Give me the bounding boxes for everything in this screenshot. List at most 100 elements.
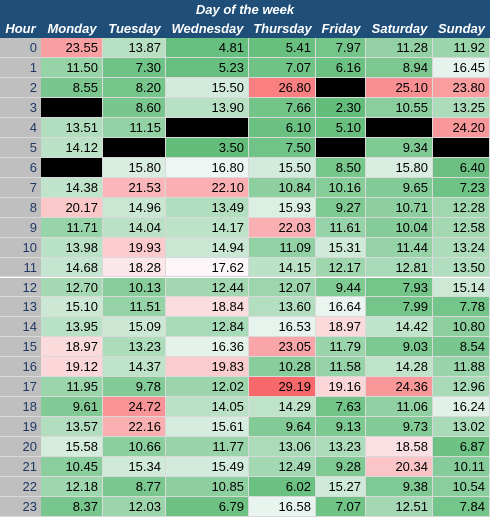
missing-cell: [166, 117, 249, 138]
value-cell: 10.66: [103, 437, 166, 458]
value-cell: 23.05: [249, 337, 316, 358]
hour-label: 17: [0, 377, 41, 398]
value-cell: 6.40: [433, 157, 490, 178]
hour-label: 22: [0, 477, 41, 498]
value-cell: 29.19: [249, 377, 316, 398]
value-cell: 18.84: [166, 297, 249, 318]
value-cell: 8.50: [316, 157, 366, 178]
value-cell: 19.12: [41, 357, 103, 378]
value-cell: 18.97: [316, 317, 366, 338]
value-cell: 16.64: [316, 297, 366, 318]
value-cell: 7.78: [433, 297, 490, 318]
hour-label: 3: [0, 97, 41, 118]
missing-cell: [366, 117, 433, 138]
value-cell: 15.34: [103, 457, 166, 478]
value-cell: 11.28: [366, 38, 433, 58]
value-cell: 13.24: [433, 237, 490, 258]
value-cell: 2.30: [316, 97, 366, 118]
value-cell: 7.23: [433, 177, 490, 198]
value-cell: 11.44: [366, 237, 433, 258]
value-cell: 10.04: [366, 217, 433, 238]
value-cell: 23.55: [41, 38, 103, 58]
value-cell: 12.84: [166, 317, 249, 338]
value-cell: 10.71: [366, 197, 433, 218]
hour-label: 13: [0, 297, 41, 318]
value-cell: 19.93: [103, 237, 166, 258]
value-cell: 15.50: [166, 77, 249, 98]
value-cell: 14.04: [103, 217, 166, 238]
day-header-tuesday: Tuesday: [103, 19, 166, 38]
value-cell: 10.84: [249, 177, 316, 198]
value-cell: 7.93: [366, 277, 433, 298]
value-cell: 15.49: [166, 457, 249, 478]
hour-label: 18: [0, 397, 41, 418]
value-cell: 12.17: [316, 257, 366, 278]
value-cell: 24.72: [103, 397, 166, 418]
value-cell: 22.16: [103, 417, 166, 438]
value-cell: 26.80: [249, 77, 316, 98]
value-cell: 10.80: [433, 317, 490, 338]
value-cell: 6.87: [433, 437, 490, 458]
value-cell: 9.78: [103, 377, 166, 398]
hour-label: 8: [0, 197, 41, 218]
value-cell: 12.07: [249, 277, 316, 298]
value-cell: 7.99: [366, 297, 433, 318]
value-cell: 12.03: [103, 497, 166, 517]
value-cell: 15.58: [41, 437, 103, 458]
value-cell: 6.02: [249, 477, 316, 498]
day-header-saturday: Saturday: [366, 19, 433, 38]
hour-label: 7: [0, 177, 41, 198]
value-cell: 9.13: [316, 417, 366, 438]
value-cell: 11.88: [433, 357, 490, 378]
missing-cell: [41, 157, 103, 178]
value-cell: 15.10: [41, 297, 103, 318]
value-cell: 7.84: [433, 497, 490, 517]
value-cell: 22.10: [166, 177, 249, 198]
missing-cell: [316, 77, 366, 98]
hour-label: 21: [0, 457, 41, 478]
value-cell: 11.61: [316, 217, 366, 238]
hour-label: 10: [0, 237, 41, 258]
day-of-week-title: Day of the week: [0, 0, 490, 19]
value-cell: 9.27: [316, 197, 366, 218]
value-cell: 14.15: [249, 257, 316, 278]
hour-label: 9: [0, 217, 41, 238]
missing-cell: [433, 137, 490, 158]
hour-label: 2: [0, 77, 41, 98]
value-cell: 24.20: [433, 117, 490, 138]
value-cell: 12.51: [366, 497, 433, 517]
value-cell: 15.27: [316, 477, 366, 498]
value-cell: 10.13: [103, 277, 166, 298]
value-cell: 21.53: [103, 177, 166, 198]
value-cell: 10.54: [433, 477, 490, 498]
hour-label: 0: [0, 38, 41, 58]
value-cell: 12.81: [366, 257, 433, 278]
value-cell: 13.98: [41, 237, 103, 258]
value-cell: 14.96: [103, 197, 166, 218]
value-cell: 7.07: [316, 497, 366, 517]
hour-label: 6: [0, 157, 41, 178]
value-cell: 13.49: [166, 197, 249, 218]
value-cell: 13.23: [316, 437, 366, 458]
value-cell: 11.95: [41, 377, 103, 398]
value-cell: 16.36: [166, 337, 249, 358]
hour-label: 4: [0, 117, 41, 138]
value-cell: 7.97: [316, 38, 366, 58]
value-cell: 19.83: [166, 357, 249, 378]
value-cell: 15.80: [103, 157, 166, 178]
value-cell: 16.24: [433, 397, 490, 418]
value-cell: 8.60: [103, 97, 166, 118]
value-cell: 4.81: [166, 38, 249, 58]
value-cell: 3.50: [166, 137, 249, 158]
value-cell: 10.55: [366, 97, 433, 118]
value-cell: 13.87: [103, 38, 166, 58]
value-cell: 16.45: [433, 57, 490, 78]
value-cell: 12.58: [433, 217, 490, 238]
value-cell: 8.20: [103, 77, 166, 98]
value-cell: 14.42: [366, 317, 433, 338]
value-cell: 14.17: [166, 217, 249, 238]
value-cell: 13.95: [41, 317, 103, 338]
value-cell: 12.28: [433, 197, 490, 218]
missing-cell: [41, 97, 103, 118]
